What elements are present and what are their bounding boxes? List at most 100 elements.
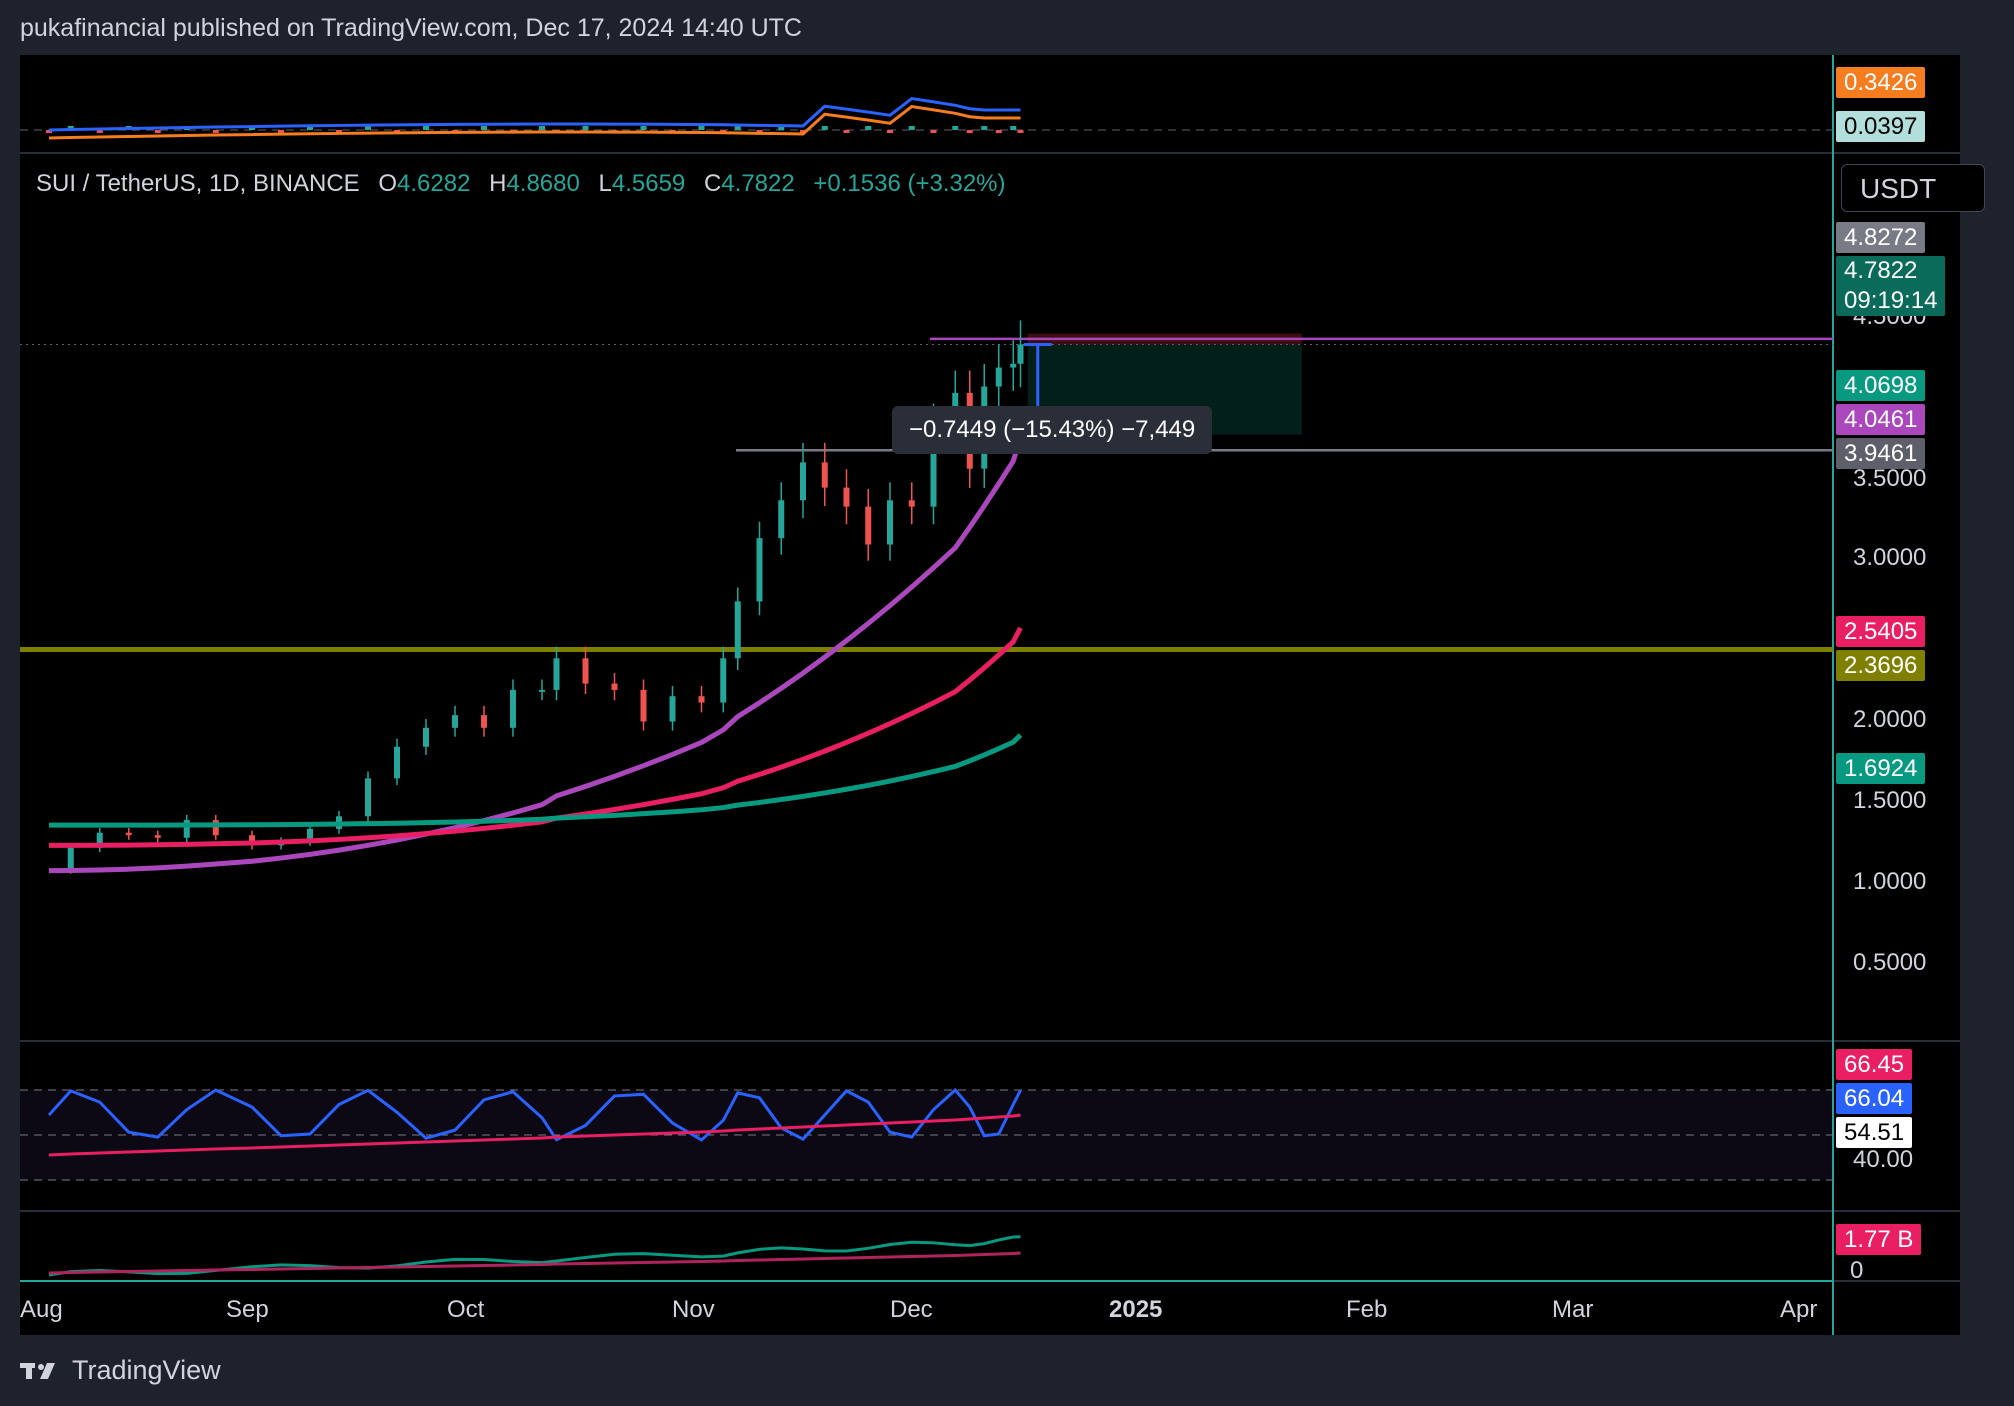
ema-slow-line (48, 733, 1023, 828)
close-label: C (703, 170, 722, 197)
chart-area[interactable] (20, 55, 1960, 1335)
macd-histogram-bar (640, 126, 647, 130)
macd-hist-badge: 0.0397 (1836, 111, 1926, 142)
macd-signal-badge: 0.3426 (1836, 67, 1926, 98)
macd-histogram-bar (734, 126, 741, 130)
volume-tick: 0 (1850, 1257, 1864, 1284)
candle-body (865, 506, 872, 545)
macd-histogram-bar (756, 130, 763, 133)
candle-body (734, 601, 741, 659)
candle-body (995, 367, 1002, 387)
macd-histogram-bar (481, 126, 487, 130)
high-line-badge: 4.8272 (1836, 222, 1926, 253)
volume-ma-line (48, 1251, 1021, 1275)
candle-body (553, 658, 560, 690)
open-label: O (378, 170, 398, 197)
candle-body (698, 696, 705, 703)
candle-body (908, 500, 915, 507)
candle-body (307, 828, 313, 842)
candle-body (640, 689, 647, 722)
macd-histogram-bar (908, 126, 915, 130)
macd-histogram-bar (46, 130, 52, 133)
candle-body (96, 832, 103, 848)
change-value: +0.1536 (+3.32%) (813, 170, 1006, 197)
macd-line (48, 96, 1021, 132)
candle-body (365, 778, 371, 817)
candle-body (539, 689, 545, 692)
y-tick: 0.5000 (1853, 949, 1927, 976)
rsi-badge: 66.04 (1836, 1083, 1913, 1114)
rsi-level-badge: 54.51 (1836, 1117, 1913, 1148)
macd-histogram-bar (821, 126, 828, 130)
candle-body (611, 683, 618, 690)
candle-body (778, 500, 785, 539)
ema-mid-line (48, 626, 1023, 848)
high-value: 4.8680 (506, 170, 580, 197)
rsi-band (20, 1090, 1833, 1180)
ema-slow-badge: 1.6924 (1836, 753, 1926, 784)
rsi-line (47, 1087, 1022, 1142)
macd-histogram-bar (930, 130, 937, 133)
macd-signal-line (48, 104, 1021, 140)
candle-body (423, 727, 429, 747)
currency-button[interactable]: USDT (1841, 164, 1985, 212)
macd-histogram-bar (336, 130, 342, 133)
publisher-line: pukafinancial published on TradingView.c… (20, 14, 802, 42)
x-tick: Oct (447, 1296, 485, 1323)
candle-body (1010, 363, 1017, 368)
ema-fast-line (48, 436, 1023, 874)
close-value: 4.7822 (721, 170, 795, 197)
low-value: 4.5659 (611, 170, 686, 197)
candle-body (510, 689, 516, 728)
countdown: 09:19:14 (1844, 287, 1938, 314)
x-tick: 2025 (1109, 1296, 1163, 1323)
symbol-title: SUI / TetherUS, 1D, BINANCE (36, 170, 360, 197)
macd-histogram-bar (212, 130, 219, 133)
macd-histogram-bar (966, 130, 973, 133)
macd-histogram-bar (96, 130, 103, 133)
volume-badge: 1.77 B (1836, 1224, 1922, 1255)
volume-line (48, 1235, 1021, 1277)
ema-fast-badge: 4.0461 (1836, 404, 1926, 435)
x-tick: Aug (20, 1296, 63, 1323)
high-label: H (489, 170, 507, 197)
support-badge: 2.3696 (1836, 650, 1926, 681)
macd-histogram-bar (698, 126, 705, 130)
chart-svg[interactable] (20, 55, 1960, 1335)
candle-body (212, 820, 219, 836)
macd-histogram-bar (981, 126, 988, 130)
candle-body (394, 746, 400, 779)
x-tick: Dec (890, 1296, 933, 1323)
x-tick: Apr (1780, 1296, 1818, 1323)
x-tick: Feb (1346, 1296, 1388, 1323)
macd-histogram-bar (365, 126, 371, 130)
x-tick: Mar (1552, 1296, 1594, 1323)
macd-histogram-bar (539, 126, 545, 130)
macd-histogram-bar (887, 130, 893, 133)
resistance-badge: 3.9461 (1836, 438, 1926, 469)
macd-histogram-bar (1010, 126, 1017, 130)
ema-mid-badge: 2.5405 (1836, 616, 1926, 647)
y-tick: 1.0000 (1853, 868, 1927, 895)
candle-body (800, 462, 806, 501)
macd-histogram-bar (582, 126, 589, 130)
macd-histogram-bar (278, 130, 284, 133)
macd-histogram-bar (995, 130, 1002, 133)
measure-label: −0.7449 (−15.43%) −7,449 (892, 406, 1213, 454)
last-price: 4.7822 (1844, 257, 1918, 284)
footer: TradingView (20, 1355, 221, 1386)
x-tick: Nov (672, 1296, 715, 1323)
macd-histogram-bar (1017, 130, 1024, 133)
candle-body (720, 658, 727, 703)
candle-body (756, 538, 763, 602)
candle-body (930, 424, 937, 507)
candle-body (183, 820, 190, 838)
open-value: 4.6282 (397, 170, 471, 197)
candle-body (249, 835, 255, 846)
macd-histogram-bar (952, 126, 959, 130)
macd-histogram-bar (778, 126, 785, 130)
tradingview-logo-icon (20, 1362, 55, 1379)
macd-histogram-bar (307, 126, 313, 130)
macd-histogram-bar (843, 130, 850, 133)
macd-histogram-bar (154, 130, 161, 133)
